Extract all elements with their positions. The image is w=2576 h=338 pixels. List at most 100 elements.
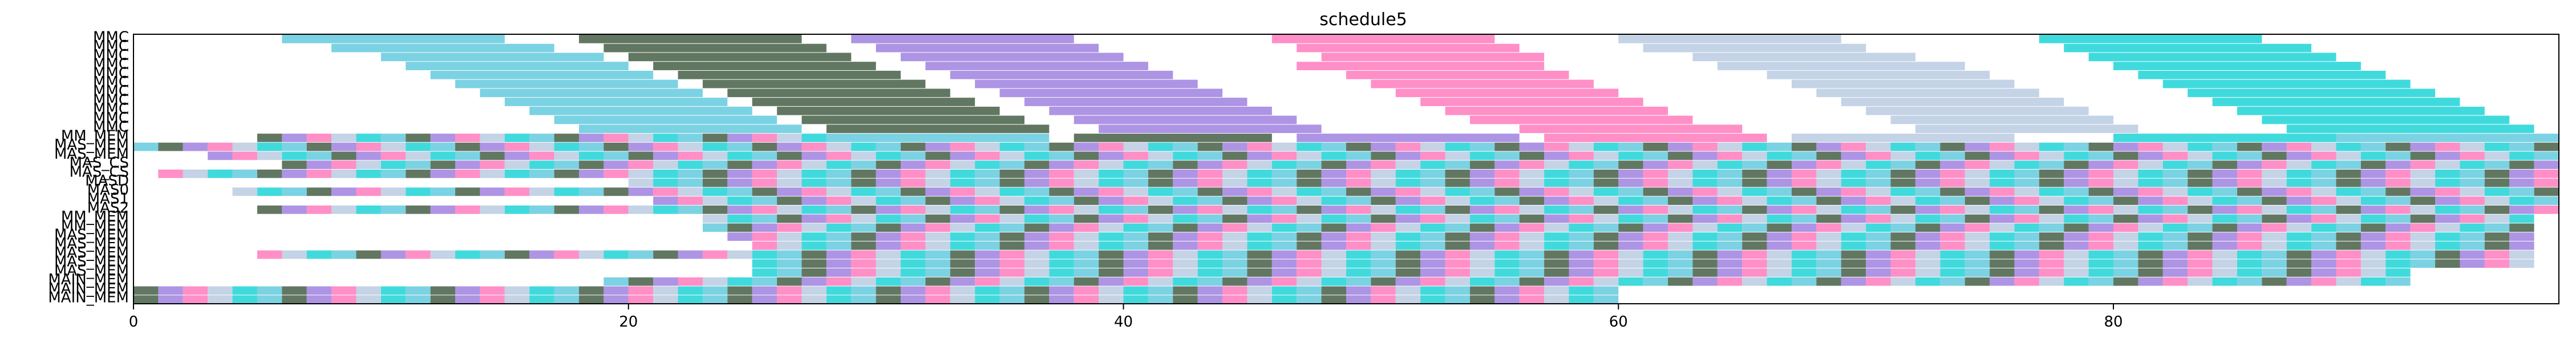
task-bar [999, 160, 1024, 169]
task-bar [2286, 232, 2312, 241]
task-bar [2237, 151, 2262, 160]
task-bar [2484, 170, 2510, 178]
task-bar [1445, 232, 1470, 241]
task-bar [529, 106, 752, 115]
task-bar [1618, 259, 1643, 268]
task-bar [653, 62, 876, 70]
task-bar [950, 250, 975, 259]
task-bar [1915, 124, 2138, 134]
task-bar [1593, 205, 1619, 214]
task-bar [1494, 232, 1520, 241]
task-bar [2336, 160, 2361, 169]
task-bar [1148, 160, 1173, 169]
row-label: MAS1 [87, 191, 129, 208]
task-bar [1841, 232, 1866, 241]
task-bar [1197, 259, 1223, 268]
task-bar [2212, 241, 2237, 250]
task-bar [1668, 250, 1693, 259]
task-bar [480, 187, 505, 196]
task-bar [2286, 223, 2312, 232]
task-bar [1074, 295, 1099, 304]
task-bar [2460, 214, 2485, 223]
task-bar [777, 187, 802, 196]
task-bar [1395, 232, 1421, 241]
task-bar [2113, 178, 2138, 187]
task-bar [2188, 241, 2213, 250]
task-bar [1519, 205, 1545, 214]
task-bar [1717, 250, 1743, 259]
task-bar [1544, 250, 1569, 259]
task-bar [2410, 232, 2436, 241]
task-bar [2138, 223, 2163, 232]
task-bar [2286, 187, 2312, 196]
task-bar [752, 259, 777, 268]
task-bar [529, 151, 554, 160]
task-bar [2088, 250, 2114, 259]
task-bar [1123, 178, 1148, 187]
task-bar [2162, 160, 2188, 169]
task-bar [1099, 223, 1124, 232]
task-bar [1148, 268, 1173, 277]
task-bar [999, 232, 1024, 241]
task-bar [2014, 268, 2039, 277]
task-bar [1668, 277, 1693, 286]
task-bar [1395, 286, 1421, 295]
task-bar [1544, 232, 1569, 241]
task-bar [1445, 106, 1668, 115]
task-bar [2311, 151, 2336, 160]
task-bar [1123, 142, 1148, 151]
task-bar [430, 70, 654, 79]
task-bar [1742, 250, 1767, 259]
task-bar [1024, 277, 1050, 286]
task-bar [2311, 214, 2336, 223]
task-bar [2088, 196, 2114, 205]
task-bar [901, 295, 926, 304]
task-bar [925, 223, 950, 232]
task-bar [1569, 232, 1594, 241]
task-bar [950, 205, 975, 214]
task-bar [826, 295, 852, 304]
task-bar [1569, 286, 1594, 295]
task-bar [257, 205, 282, 214]
task-bar [554, 151, 579, 160]
task-bar [554, 286, 579, 295]
task-bar [1148, 286, 1173, 295]
task-bar [826, 196, 852, 205]
task-bar [1816, 241, 1841, 250]
task-bar [1222, 250, 1248, 259]
task-bar [1469, 286, 1495, 295]
task-bar [2460, 170, 2485, 178]
task-bar [752, 187, 777, 196]
task-bar [1173, 268, 1198, 277]
task-bar [2113, 170, 2138, 178]
task-bar [2435, 178, 2460, 187]
task-bar [1074, 151, 1099, 160]
task-bar [1049, 106, 1272, 115]
task-bar [282, 205, 307, 214]
task-bar [801, 196, 827, 205]
task-bar [1915, 277, 1941, 286]
task-bar [1692, 205, 1718, 214]
task-bar [1420, 259, 1445, 268]
task-bar [1841, 205, 1866, 214]
task-bar [2410, 151, 2436, 160]
task-bar [1915, 268, 1941, 277]
task-bar [1890, 277, 1915, 286]
task-bar [1346, 232, 1371, 241]
task-bar [529, 134, 554, 142]
task-bar [380, 250, 406, 259]
task-bar [1346, 223, 1371, 232]
task-bar [1420, 205, 1445, 214]
task-bar [2509, 187, 2534, 196]
task-bar [1544, 259, 1569, 268]
task-bar [2410, 250, 2436, 259]
task-bar [1519, 250, 1545, 259]
task-bar [282, 286, 307, 295]
task-bar [950, 187, 975, 196]
task-bar [282, 151, 307, 160]
task-bar [2311, 142, 2336, 151]
task-bar [2188, 170, 2213, 178]
task-bar [455, 250, 480, 259]
task-bar [430, 187, 456, 196]
task-bar [1866, 223, 1891, 232]
